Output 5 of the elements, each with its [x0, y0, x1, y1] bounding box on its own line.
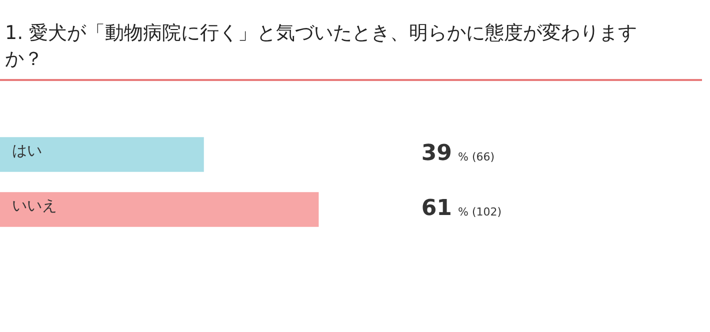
chart-title: 1. 愛犬が「動物病院に行く」と気づいたとき、明らかに態度が変わりますか？ [5, 21, 638, 72]
data-label: 61 % (102) [421, 196, 502, 222]
y-tick-label: いいえ [12, 196, 57, 214]
data-label: 39 % (66) [421, 141, 495, 166]
y-tick-label: はい [12, 141, 42, 160]
